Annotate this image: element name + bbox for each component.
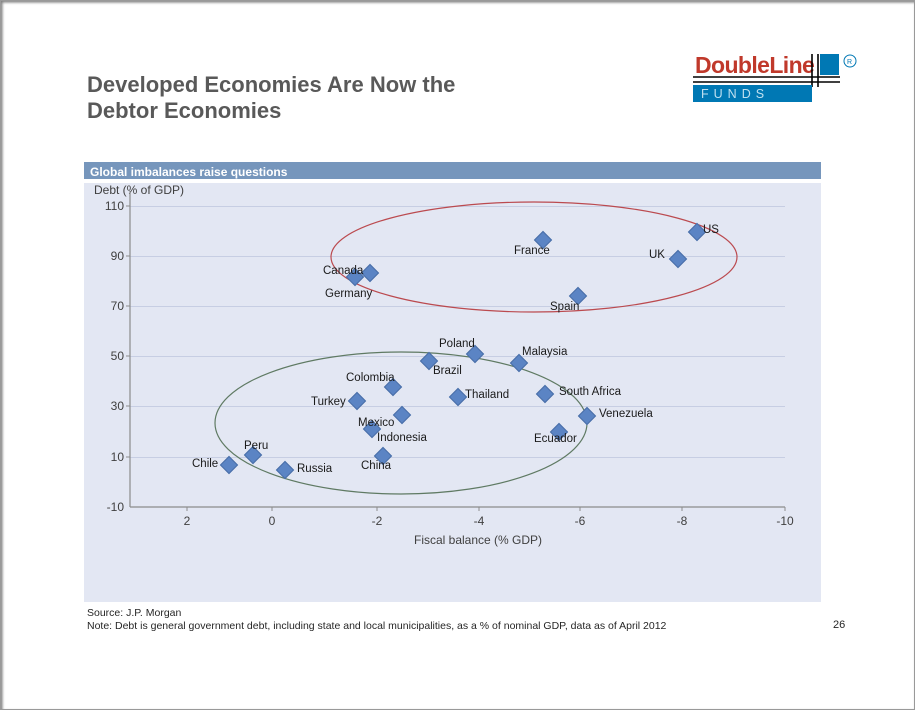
svg-text:FUNDS: FUNDS <box>701 87 769 101</box>
svg-text:DoubleLine: DoubleLine <box>695 52 814 78</box>
svg-text:R: R <box>847 59 852 66</box>
